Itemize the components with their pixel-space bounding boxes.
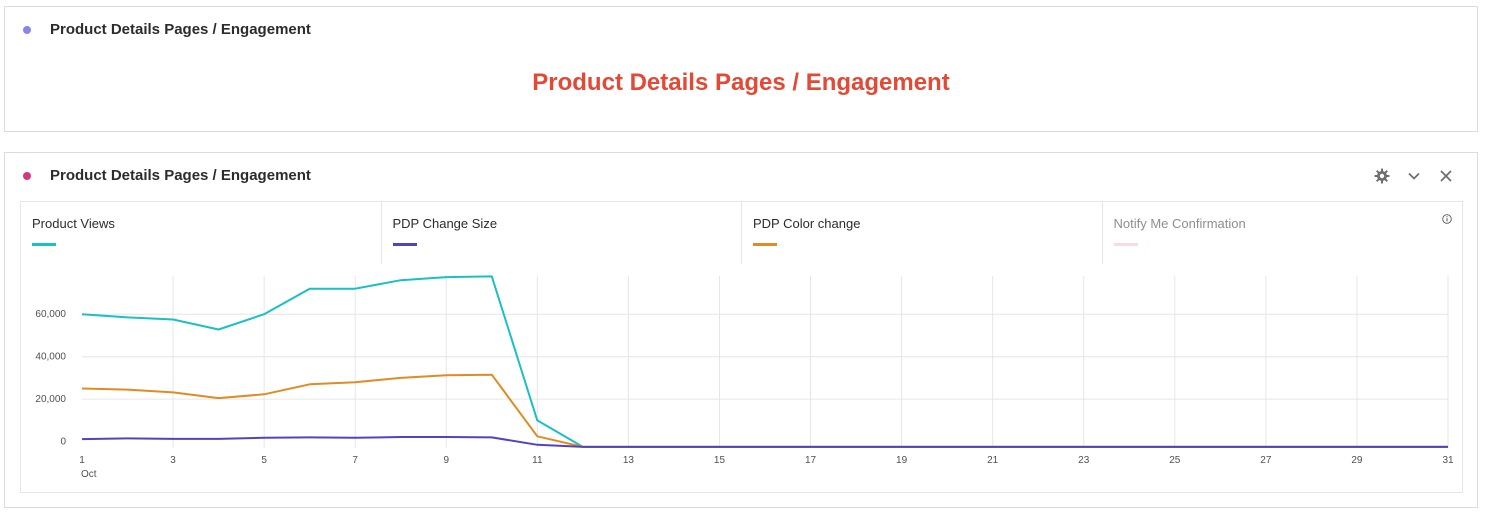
x-tick-label: 31 xyxy=(1442,455,1454,466)
x-axis-sublabel: Oct xyxy=(81,469,97,480)
y-tick-label: 20,000 xyxy=(35,394,66,405)
legend-swatch xyxy=(753,243,777,246)
x-tick-label: 7 xyxy=(352,455,358,466)
x-tick-label: 15 xyxy=(714,455,726,466)
legend-label: PDP Change Size xyxy=(392,216,498,231)
panel-color-dot xyxy=(23,171,31,180)
legend-item-pdp-change-size[interactable]: PDP Change Size xyxy=(382,202,742,264)
legend-swatch xyxy=(1113,243,1138,246)
legend: Product Views PDP Change Size PDP Color … xyxy=(21,202,1462,264)
legend-swatch xyxy=(392,243,417,246)
y-tick-label: 0 xyxy=(60,437,66,448)
legend-label: PDP Color change xyxy=(753,216,861,231)
visualization: Product Views PDP Change Size PDP Color … xyxy=(20,201,1463,493)
x-tick-label: 27 xyxy=(1260,455,1272,466)
panel-header: Product Details Pages / Engagement xyxy=(23,167,311,184)
y-tick-label: 40,000 xyxy=(35,352,66,363)
legend-item-pdp-color-change[interactable]: PDP Color change xyxy=(742,202,1103,264)
gear-icon[interactable] xyxy=(1373,167,1391,185)
text-panel: Product Details Pages / Engagement Produ… xyxy=(4,6,1478,132)
chart-panel: Product Details Pages / Engagement xyxy=(4,152,1478,508)
x-tick-label: 17 xyxy=(805,455,817,466)
close-icon[interactable] xyxy=(1437,167,1455,185)
x-tick-label: 21 xyxy=(987,455,999,466)
x-tick-label: 9 xyxy=(443,455,449,466)
panel-actions xyxy=(1373,167,1455,185)
x-tick-label: 3 xyxy=(170,455,176,466)
x-tick-label: 23 xyxy=(1078,455,1090,466)
panel-title[interactable]: Product Details Pages / Engagement xyxy=(50,21,311,38)
series-line-pdp-change-size xyxy=(81,436,1448,448)
x-tick-label: 1 xyxy=(79,455,85,466)
panel-header: Product Details Pages / Engagement xyxy=(23,21,311,38)
info-icon[interactable] xyxy=(1442,211,1452,229)
x-tick-label: 25 xyxy=(1169,455,1181,466)
x-tick-label: 13 xyxy=(623,455,635,466)
y-tick-label: 60,000 xyxy=(35,309,66,320)
legend-label: Product Views xyxy=(32,216,115,231)
x-tick-label: 11 xyxy=(532,455,543,466)
legend-label: Notify Me Confirmation xyxy=(1113,216,1246,231)
legend-item-notify-me-confirmation[interactable]: Notify Me Confirmation xyxy=(1103,202,1463,264)
panel-color-dot xyxy=(23,25,31,34)
x-tick-label: 29 xyxy=(1351,455,1363,466)
chevron-down-icon[interactable] xyxy=(1405,167,1423,185)
x-tick-label: 5 xyxy=(261,455,267,466)
panel-title[interactable]: Product Details Pages / Engagement xyxy=(50,167,311,184)
legend-item-product-views[interactable]: Product Views xyxy=(21,202,382,264)
panel-heading: Product Details Pages / Engagement xyxy=(532,69,950,96)
x-tick-label: 19 xyxy=(896,455,908,466)
series-line-pdp-color-change xyxy=(81,373,1448,448)
legend-swatch xyxy=(32,243,56,246)
series-line-product-views xyxy=(81,275,1448,448)
